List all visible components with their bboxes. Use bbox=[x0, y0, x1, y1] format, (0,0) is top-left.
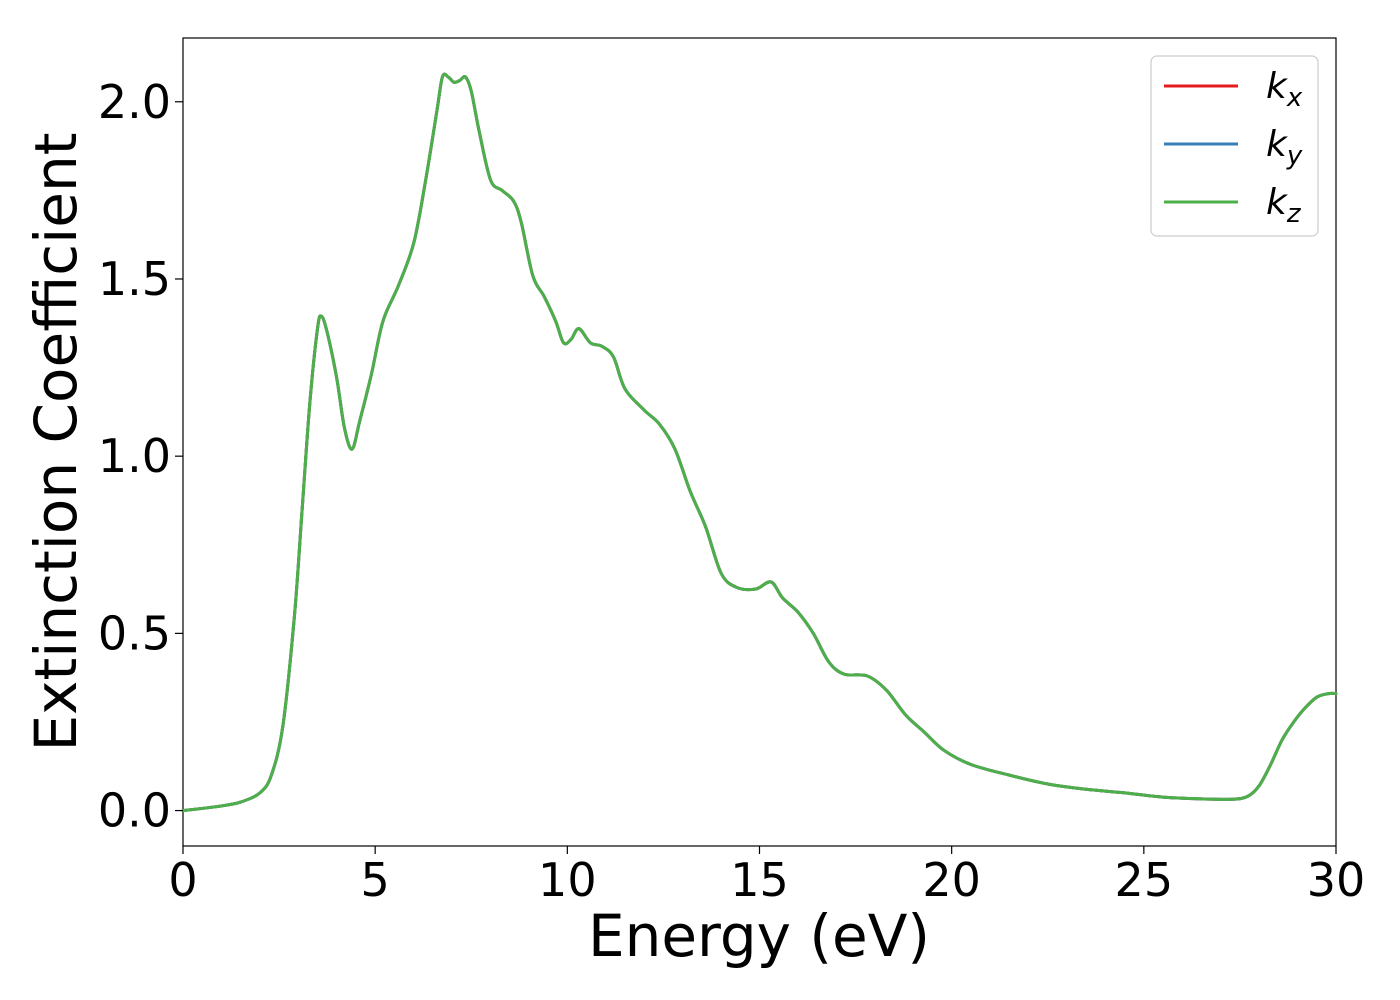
legend: kx ky kz bbox=[1150, 55, 1319, 237]
y-tick-label: 1.5 bbox=[98, 252, 171, 306]
legend-label-kz: kz bbox=[1266, 182, 1302, 229]
x-tick-label: 15 bbox=[730, 853, 789, 907]
series-line-kz bbox=[181, 72, 1338, 813]
x-tick-label: 25 bbox=[1115, 853, 1174, 907]
x-tick-label: 20 bbox=[922, 853, 981, 907]
x-axis-label: Energy (eV) bbox=[588, 902, 930, 970]
y-tick-label: 2.0 bbox=[98, 75, 171, 129]
legend-label-kx: kx bbox=[1266, 66, 1303, 113]
x-axis-ticks: 0 5 10 15 20 25 30 bbox=[168, 846, 1365, 907]
y-axis-label: Extinction Coefficient bbox=[22, 133, 90, 752]
y-axis-ticks: 0.0 0.5 1.0 1.5 2.0 bbox=[98, 75, 183, 838]
x-tick-label: 30 bbox=[1307, 853, 1366, 907]
axes-frame bbox=[182, 37, 1337, 847]
x-tick-label: 10 bbox=[538, 853, 597, 907]
legend-box bbox=[1150, 55, 1319, 237]
legend-items: kx ky kz bbox=[1164, 66, 1303, 229]
y-tick-label: 0.5 bbox=[98, 606, 171, 660]
plot-area bbox=[181, 37, 1338, 847]
legend-label-ky: ky bbox=[1266, 124, 1303, 171]
series-layer bbox=[181, 72, 1338, 813]
x-tick-label: 5 bbox=[361, 853, 390, 907]
x-tick-label: 0 bbox=[168, 853, 197, 907]
y-tick-label: 1.0 bbox=[98, 429, 171, 483]
y-tick-label: 0.0 bbox=[98, 784, 171, 838]
